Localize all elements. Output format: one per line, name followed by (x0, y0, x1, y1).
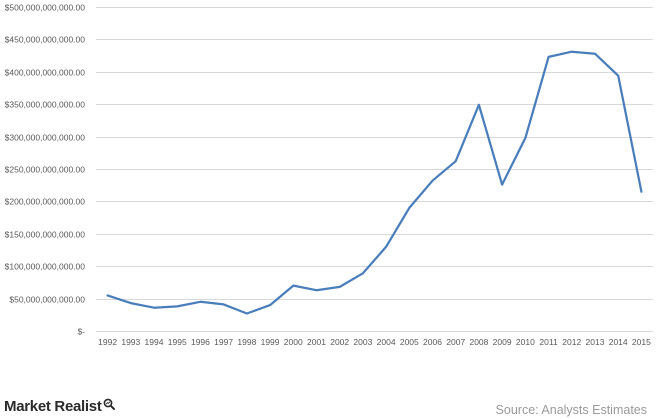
y-tick-label: $150,000,000,000.00 (5, 230, 86, 240)
x-tick-label: 2001 (307, 337, 326, 347)
series-layer (106, 50, 643, 315)
data-point (315, 289, 317, 291)
data-point (594, 53, 596, 55)
data-point (571, 51, 573, 53)
magnifier-icon (103, 397, 115, 410)
x-tick-label: 1999 (261, 337, 280, 347)
x-tick-label: 2000 (284, 337, 303, 347)
grid-layer (96, 7, 653, 332)
data-point (269, 304, 271, 306)
x-tick-label: 1995 (168, 337, 187, 347)
x-tick-label: 1993 (121, 337, 140, 347)
y-tick-label: $250,000,000,000.00 (5, 165, 86, 175)
y-tick-label: $300,000,000,000.00 (5, 133, 86, 143)
y-tick-label: $200,000,000,000.00 (5, 197, 86, 207)
x-tick-label: 2011 (539, 337, 558, 347)
data-point (130, 302, 132, 304)
x-tick-label: 2002 (330, 337, 349, 347)
x-tick-label: 2012 (562, 337, 581, 347)
x-tick-label: 1998 (237, 337, 256, 347)
data-point (292, 285, 294, 287)
data-point (176, 305, 178, 307)
x-tick-label: 1994 (145, 337, 164, 347)
x-tick-label: 2007 (446, 337, 465, 347)
source-note: Source: Analysts Estimates (495, 403, 647, 417)
x-tick-label: 2004 (377, 337, 396, 347)
y-tick-label: $- (77, 327, 85, 337)
data-point (524, 137, 526, 139)
y-tick-label: $400,000,000,000.00 (5, 68, 86, 78)
data-point (478, 104, 480, 106)
market-realist-logo: Market Realist (4, 398, 115, 415)
data-point (246, 312, 248, 314)
data-point (617, 75, 619, 77)
x-tick-label: 2009 (493, 337, 512, 347)
y-axis: $- $50,000,000,000.00 $100,000,000,000.00 $… (5, 3, 86, 337)
x-tick-label: 2014 (609, 337, 628, 347)
data-point (107, 294, 109, 296)
x-tick-label: 2006 (423, 337, 442, 347)
x-tick-label: 1997 (214, 337, 233, 347)
data-point (431, 180, 433, 182)
x-tick-label: 2008 (469, 337, 488, 347)
y-tick-label: $350,000,000,000.00 (5, 100, 86, 110)
series-line (106, 50, 643, 315)
y-tick-label: $100,000,000,000.00 (5, 262, 86, 272)
data-point (501, 184, 503, 186)
y-tick-label: $500,000,000,000.00 (5, 3, 86, 13)
x-tick-label: 2010 (516, 337, 535, 347)
data-point (385, 246, 387, 248)
data-point (153, 307, 155, 309)
logo-text: Market Realist (4, 398, 102, 415)
x-axis: 1992 1993 1994 1995 1996 1997 1998 1999 2000 2001… (98, 337, 651, 347)
data-point (199, 301, 201, 303)
y-tick-label: $450,000,000,000.00 (5, 35, 86, 45)
data-point (455, 160, 457, 162)
x-tick-label: 2005 (400, 337, 419, 347)
x-tick-label: 2003 (353, 337, 372, 347)
data-point (640, 191, 642, 193)
data-point (339, 286, 341, 288)
line-chart: $- $50,000,000,000.00 $100,000,000,000.00 $… (5, 3, 653, 347)
data-point (548, 56, 550, 58)
data-point (223, 303, 225, 305)
x-tick-label: 1996 (191, 337, 210, 347)
x-tick-label: 2015 (632, 337, 651, 347)
data-point (408, 207, 410, 209)
x-tick-label: 2013 (586, 337, 605, 347)
y-tick-label: $50,000,000,000.00 (9, 295, 85, 305)
x-tick-label: 1992 (98, 337, 117, 347)
data-point (362, 272, 364, 274)
